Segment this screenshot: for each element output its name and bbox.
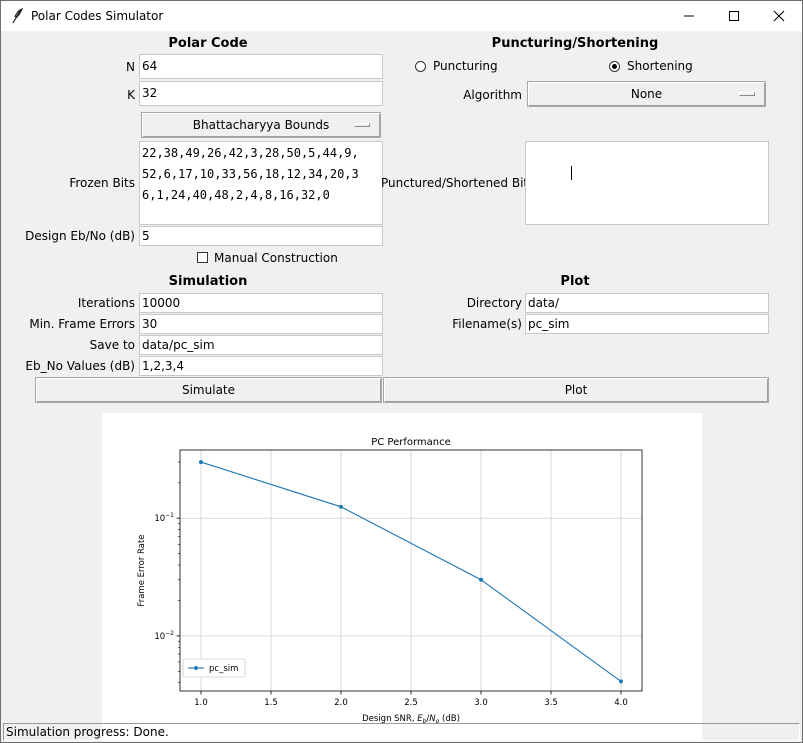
maximize-icon: [729, 11, 739, 21]
n-label: N: [126, 60, 135, 74]
puncturing-header: Puncturing/Shortening: [491, 36, 659, 51]
punctured-bits-textarea[interactable]: [525, 141, 769, 225]
x-tick-label: 2.0: [334, 698, 348, 708]
close-button[interactable]: [756, 1, 802, 31]
menu-indicator-icon: [739, 92, 755, 96]
data-point: [619, 679, 623, 684]
minimize-button[interactable]: [666, 1, 712, 31]
legend-box: [182, 658, 246, 678]
k-label: K: [127, 88, 135, 102]
frozen-bits-line: 52,6,17,10,33,56,18,12,34,20,3: [142, 167, 359, 181]
algorithm-label: Algorithm: [463, 88, 522, 102]
x-axis-label: Design SNR, Eb/No (dB): [362, 714, 460, 725]
algorithm-menu[interactable]: None: [527, 81, 766, 107]
filenames-label: Filename(s): [452, 317, 522, 331]
frame-errors-input[interactable]: 30: [139, 314, 383, 334]
y-tick-label: 10−1: [154, 512, 174, 524]
x-tick-label: 2.5: [404, 698, 418, 708]
window-title: Polar Codes Simulator: [31, 9, 164, 23]
ebno-values-input[interactable]: 1,2,3,4: [139, 356, 383, 376]
iterations-input[interactable]: 10000: [139, 293, 383, 313]
k-input[interactable]: 32: [139, 81, 383, 106]
design-ebno-input[interactable]: 5: [139, 226, 383, 246]
frozen-bits-line: 6,1,24,40,48,2,4,8,16,32,0: [142, 188, 330, 202]
filenames-input[interactable]: pc_sim: [525, 314, 769, 334]
data-point: [199, 460, 203, 465]
design-ebno-label: Design Eb/No (dB): [25, 229, 135, 243]
main-panel: Polar Code N 64 K 32 Bhattacharyya Bound…: [1, 31, 802, 742]
shortening-radio[interactable]: [609, 61, 620, 72]
y-tick-label: 10−2: [154, 630, 174, 642]
menu-indicator-icon: [354, 123, 370, 127]
construction-method-menu[interactable]: Bhattacharyya Bounds: [141, 112, 381, 138]
puncturing-radio-label: Puncturing: [433, 59, 498, 73]
feather-icon: [12, 8, 24, 24]
status-bar: Simulation progress: Done.: [3, 723, 800, 741]
simulate-button[interactable]: Simulate: [35, 377, 382, 403]
title-bar: Polar Codes Simulator: [1, 1, 802, 31]
x-tick-label: 1.5: [264, 698, 278, 708]
puncturing-radio[interactable]: [415, 61, 426, 72]
frozen-bits-label: Frozen Bits: [69, 176, 135, 190]
x-tick-label: 1.0: [194, 698, 208, 708]
directory-label: Directory: [466, 296, 522, 310]
y-axis-label: Frame Error Rate: [137, 534, 147, 606]
x-tick-label: 4.0: [614, 698, 628, 708]
maximize-button[interactable]: [711, 1, 757, 31]
frozen-bits-textarea[interactable]: 22,38,49,26,42,3,28,50,5,44,9, 52,6,17,10…: [139, 141, 383, 225]
n-input[interactable]: 64: [139, 54, 383, 79]
manual-construction-label: Manual Construction: [214, 251, 338, 265]
text-cursor: [571, 166, 573, 180]
x-tick-label: 3.0: [474, 698, 488, 708]
save-to-input[interactable]: data/pc_sim: [139, 335, 383, 355]
x-tick-label: 3.5: [544, 698, 558, 708]
algorithm-value: None: [630, 87, 663, 101]
plot-button[interactable]: Plot: [383, 377, 769, 403]
iterations-label: Iterations: [77, 296, 135, 310]
legend-marker: [194, 666, 198, 670]
directory-input[interactable]: data/: [525, 293, 769, 313]
construction-method-value: Bhattacharyya Bounds: [192, 118, 330, 132]
close-icon: [773, 10, 785, 22]
series-line-pc_sim: [200, 461, 622, 682]
punctured-bits-label: Punctured/Shortened Bits: [381, 176, 535, 190]
data-point: [339, 504, 343, 509]
polar-code-header: Polar Code: [168, 36, 248, 51]
data-point: [479, 577, 483, 582]
plot-header: Plot: [560, 274, 590, 289]
shortening-radio-label: Shortening: [627, 59, 693, 73]
legend-label: pc_sim: [209, 664, 238, 674]
frozen-bits-line: 22,38,49,26,42,3,28,50,5,44,9,: [142, 146, 359, 160]
manual-construction-checkbox[interactable]: [197, 252, 208, 263]
save-to-label: Save to: [89, 338, 135, 352]
plot-canvas: 1.0 1.5 2.0 2.5 3.0 3.5 4.0 10−2 10−1 PC Performa…: [102, 413, 702, 740]
ebno-values-label: Eb_No Values (dB): [25, 359, 135, 373]
frame-errors-label: Min. Frame Errors: [29, 317, 135, 331]
simulation-header: Simulation: [168, 274, 248, 289]
chart-title: PC Performance: [371, 437, 451, 448]
performance-chart: 1.0 1.5 2.0 2.5 3.0 3.5 4.0 10−2 10−1 PC Performa…: [137, 437, 643, 725]
minimize-icon: [684, 15, 694, 17]
